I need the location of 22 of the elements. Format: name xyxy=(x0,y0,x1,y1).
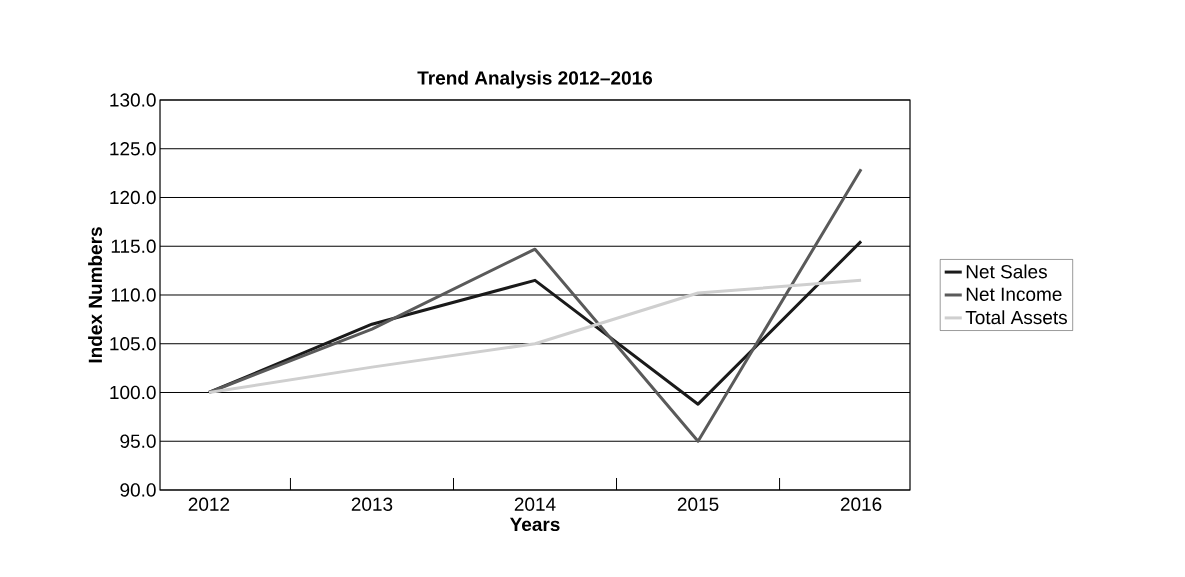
y-tick-label: 120.0 xyxy=(110,190,156,205)
y-tick-label: 125.0 xyxy=(110,142,156,156)
line-series xyxy=(207,278,863,394)
x-tick-label: 2012 xyxy=(188,497,230,511)
y-tick-label: 90.0 xyxy=(120,483,156,497)
x-tick-label: 2013 xyxy=(351,497,393,511)
x-tick-label: 2014 xyxy=(514,497,556,511)
y-axis-title: Index Numbers xyxy=(88,227,103,363)
y-tick-label: 95.0 xyxy=(120,434,156,448)
legend-label: Net Sales xyxy=(966,264,1047,279)
y-tick-label: 105.0 xyxy=(110,337,156,351)
x-tick-label: 2016 xyxy=(840,497,882,511)
y-tick-label: 110.0 xyxy=(111,288,156,302)
chart-title: Trend Analysis 2012–2016 xyxy=(417,70,653,89)
y-tick-label: 115.0 xyxy=(111,239,156,253)
y-tick-label: 130.0 xyxy=(110,93,156,107)
y-tick-label: 100.0 xyxy=(110,385,156,400)
legend-label: Total Assets xyxy=(965,310,1067,325)
legend-label: Net Income xyxy=(966,287,1062,301)
line-series xyxy=(207,167,863,443)
x-axis-title: Years xyxy=(509,517,560,532)
x-tick-label: 2015 xyxy=(677,497,719,511)
